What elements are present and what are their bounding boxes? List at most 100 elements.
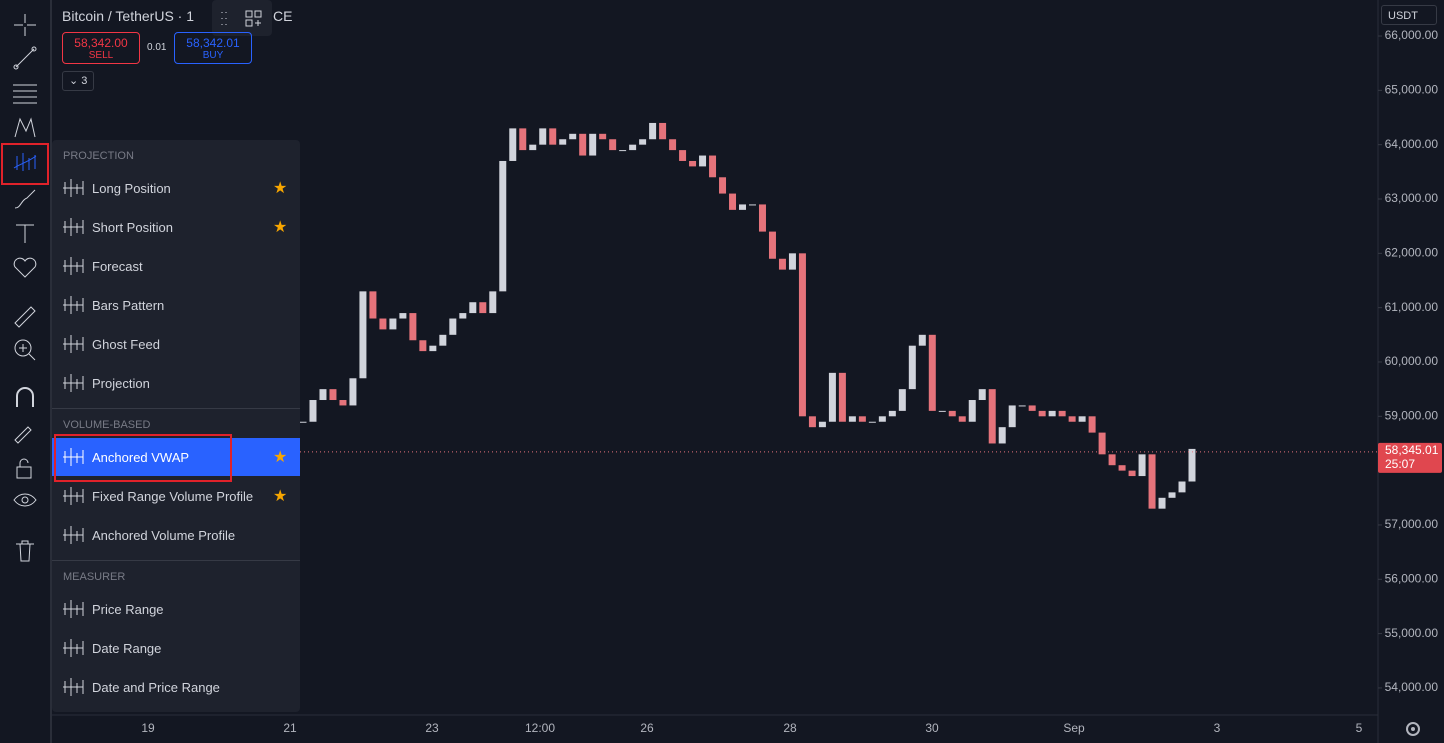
candle <box>808 416 816 428</box>
y-tick-label: 54,000.00 <box>1385 680 1439 694</box>
favorite-star[interactable]: ★ <box>273 219 288 236</box>
candle <box>359 291 367 379</box>
candle <box>788 253 796 270</box>
sell-button[interactable]: 58,342.00 SELL <box>62 32 140 64</box>
y-tick-label: 62,000.00 <box>1385 245 1439 259</box>
fib-tool[interactable] <box>12 80 38 106</box>
indicators-count: 3 <box>81 75 88 87</box>
candle <box>978 389 986 401</box>
menu-item[interactable]: Anchored VWAP ★ <box>52 438 300 476</box>
sell-price: 58,342.00 <box>74 36 128 50</box>
favorite-star[interactable]: ★ <box>273 180 288 197</box>
highlight-box <box>1 143 49 185</box>
candle <box>479 302 487 314</box>
indicators-toggle[interactable]: ⌄ 3 <box>62 71 94 91</box>
candle <box>709 155 717 178</box>
candle <box>679 150 687 161</box>
favorites-tool[interactable] <box>12 254 38 280</box>
magnet-tool[interactable] <box>12 385 38 411</box>
delete-tool[interactable] <box>12 538 38 564</box>
candle <box>319 389 327 401</box>
settings-icon[interactable] <box>1403 719 1423 739</box>
candle <box>719 177 727 194</box>
ruler-tool[interactable] <box>12 304 38 330</box>
buy-price: 58,342.01 <box>186 36 240 50</box>
item-label: Bars Pattern <box>92 297 165 313</box>
candle <box>639 139 647 145</box>
candle <box>629 144 637 151</box>
item-icon <box>63 296 84 314</box>
candle <box>838 372 846 422</box>
y-tick-label: 64,000.00 <box>1385 137 1439 151</box>
section-title: VOLUME-BASED <box>63 419 151 431</box>
projection-tool[interactable] <box>12 150 38 176</box>
item-label: Short Position <box>92 219 173 235</box>
pattern-tool[interactable] <box>12 115 38 141</box>
menu-item[interactable]: Anchored Volume Profile <box>52 516 300 554</box>
candle <box>748 204 756 206</box>
x-tick-label: 12:00 <box>525 721 555 735</box>
candle <box>868 421 876 423</box>
menu-item[interactable]: Price Range <box>52 590 300 628</box>
favorite-star[interactable]: ★ <box>273 488 288 505</box>
text-tool[interactable] <box>12 220 38 246</box>
menu-item[interactable]: Date Range <box>52 629 300 667</box>
zoom-tool[interactable] <box>12 337 38 363</box>
menu-item[interactable]: Short Position ★ <box>52 208 300 246</box>
menu-item[interactable]: Forecast <box>52 247 300 285</box>
item-icon <box>63 179 84 197</box>
candle <box>469 302 477 314</box>
menu-item[interactable]: Long Position ★ <box>52 169 300 207</box>
symbol-title[interactable]: Bitcoin / TetherUS · 1 <box>62 8 195 24</box>
candle <box>599 133 607 140</box>
brush-tool[interactable] <box>12 186 38 212</box>
y-tick-label: 63,000.00 <box>1385 191 1439 205</box>
candle <box>669 139 677 151</box>
crosshair-tool[interactable] <box>12 12 38 38</box>
x-tick-label: 3 <box>1214 721 1221 735</box>
candle <box>958 416 966 422</box>
candle <box>858 416 866 422</box>
menu-item[interactable]: Bars Pattern <box>52 286 300 324</box>
x-tick-label: 30 <box>925 721 939 735</box>
trend-line-tool[interactable] <box>12 45 38 71</box>
lock-tool[interactable] <box>12 455 38 481</box>
candle <box>519 128 527 151</box>
buy-button[interactable]: 58,342.01 BUY <box>174 32 252 64</box>
candle <box>489 291 497 314</box>
highlight-box <box>54 434 232 482</box>
candle <box>529 144 537 151</box>
candle <box>798 253 806 417</box>
candle <box>499 160 507 292</box>
candle <box>928 334 936 411</box>
candle <box>369 291 377 319</box>
x-tick-label: 19 <box>141 721 155 735</box>
candle <box>1158 497 1166 509</box>
currency-select[interactable]: USDT <box>1381 5 1437 25</box>
candle <box>1178 481 1186 493</box>
item-label: Price Range <box>92 601 164 617</box>
lock-draw-tool[interactable] <box>12 420 38 446</box>
candle <box>988 389 996 444</box>
candle <box>579 133 587 156</box>
menu-item[interactable]: Ghost Feed <box>52 325 300 363</box>
candle <box>1058 410 1066 417</box>
visibility-tool[interactable] <box>12 488 38 514</box>
item-label: Anchored Volume Profile <box>92 527 236 543</box>
menu-item[interactable]: Date and Price Range <box>52 668 300 706</box>
y-tick-label: 59,000.00 <box>1385 408 1439 422</box>
candle <box>828 372 836 422</box>
favorite-star[interactable]: ★ <box>273 449 288 466</box>
menu-item[interactable]: Projection <box>52 364 300 402</box>
candle <box>1118 465 1126 471</box>
x-tick-label: Sep <box>1063 721 1085 735</box>
y-tick-label: 66,000.00 <box>1385 28 1439 42</box>
menu-item[interactable]: Fixed Range Volume Profile ★ <box>52 477 300 515</box>
candle <box>1068 416 1076 422</box>
separator <box>52 560 300 561</box>
floating-toolbar[interactable] <box>212 0 272 36</box>
candle <box>938 410 946 412</box>
y-tick-label: 57,000.00 <box>1385 517 1439 531</box>
item-label: Long Position <box>92 180 171 196</box>
